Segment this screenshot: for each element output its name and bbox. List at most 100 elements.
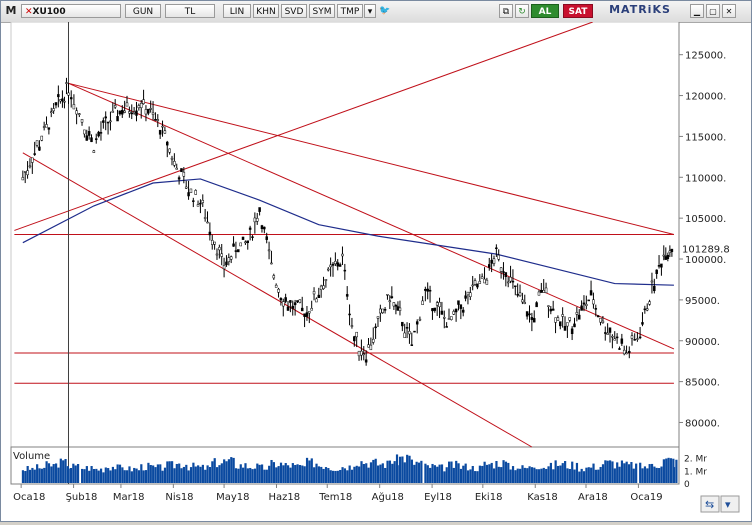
volume-bar [135,468,138,483]
price-candle [144,109,148,115]
price-candle [525,311,529,317]
volume-bar [374,458,377,483]
price-candle [106,121,110,124]
price-candle [379,308,382,314]
volume-bar [170,461,174,483]
maximize-icon[interactable]: ▢ [706,4,720,18]
volume-bar [552,469,555,483]
price-candle [61,98,64,102]
buy-button[interactable]: AL [531,4,559,18]
price-candle [364,359,368,363]
volume-bar [189,467,193,483]
volume-bar [126,470,129,483]
price-candle [355,331,358,338]
volume-bar [587,467,590,483]
volume-bar [365,463,368,483]
x-tick-label: Mar18 [113,492,145,503]
copy-icon[interactable]: ⧉ [499,4,513,18]
y-tick-label: 95000. [685,296,720,307]
refresh-icon[interactable]: ↻ [515,4,529,18]
price-candle [97,131,100,137]
x-tick-label: Eyl18 [424,492,452,503]
volume-bar [488,464,491,483]
chart-area[interactable]: Volume 125000. 120000. 115000. 110000. 10500… [1,21,751,521]
currency-button[interactable]: TL [165,4,215,18]
price-candle [289,300,292,303]
window-close-icon[interactable]: ✕ [722,4,736,18]
price-candle [580,305,583,311]
khn-button[interactable]: KHN [253,4,279,18]
dropdown-icon[interactable]: ▾ [364,4,376,18]
volume-bar [185,464,188,483]
price-candle [561,314,564,317]
volume-bar [601,464,605,483]
volume-bar [237,468,240,483]
volume-bar [630,462,633,483]
price-candle [611,335,614,338]
price-candle [518,292,522,297]
volume-bar [623,463,626,483]
volume-bar [88,470,91,483]
volume-bar [99,468,103,483]
price-candle [360,350,363,356]
volume-bar [420,460,423,483]
period-button[interactable]: GUN [125,4,161,18]
volume-bar [660,466,663,483]
price-candle [173,161,176,166]
sync-icon[interactable] [700,495,720,513]
scale-button[interactable]: LIN [223,4,251,18]
chart-toolbar: M ✕XU100 GUN TL LIN KHN SVD SYM TMP ▾ 🐦 … [1,1,751,23]
price-candle [225,261,228,266]
volume-bar [140,464,143,483]
volume-bar [81,468,84,483]
volume-bar [604,460,607,483]
volume-bar [585,467,588,483]
sym-button[interactable]: SYM [309,4,335,18]
twitter-icon[interactable]: 🐦 [379,6,391,16]
volume-bar [507,462,510,483]
volume-bar [36,464,39,483]
price-candle [403,332,406,338]
price-chart[interactable]: Volume 125000. 120000. 115000. 110000. 10500… [1,21,751,521]
footer-tools[interactable]: ⇆ ▾ [700,495,740,513]
volume-bar [606,460,609,483]
price-candle [653,285,656,292]
symbol-selector[interactable]: ✕XU100 [21,4,121,18]
sell-button[interactable]: SAT [563,4,593,18]
volume-bar [317,466,320,483]
volume-bar [355,465,358,483]
volume-bar [594,469,597,483]
volume-bar [353,466,356,483]
volume-bar [509,469,512,483]
price-candle [331,263,335,266]
price-candle [312,291,316,295]
volume-bar [372,459,375,483]
price-candle [180,168,183,173]
price-candle [643,308,647,311]
price-candle [424,288,427,291]
price-candle [255,218,259,222]
price-candle [137,105,141,109]
svd-button[interactable]: SVD [281,4,307,18]
close-x-icon[interactable]: ✕ [25,7,33,17]
price-candle [521,299,524,303]
price-candle [338,264,342,267]
volume-bar [21,470,25,483]
minimize-icon[interactable]: ▁ [690,4,704,18]
volume-bar [578,471,581,483]
settings-icon[interactable] [720,495,740,513]
price-candle [398,307,402,312]
volume-bar [168,461,171,483]
m-logo-icon[interactable]: M [5,4,17,17]
volume-bar [305,457,309,483]
price-candle [483,278,486,284]
volume-bar [114,469,117,483]
volume-bar [282,465,285,483]
price-candle [435,302,439,306]
volume-bar [294,464,297,483]
volume-bar [669,458,673,483]
price-candle [80,119,84,123]
volume-bar [24,471,27,483]
price-candle [666,255,670,259]
tmp-button[interactable]: TMP [337,4,363,18]
